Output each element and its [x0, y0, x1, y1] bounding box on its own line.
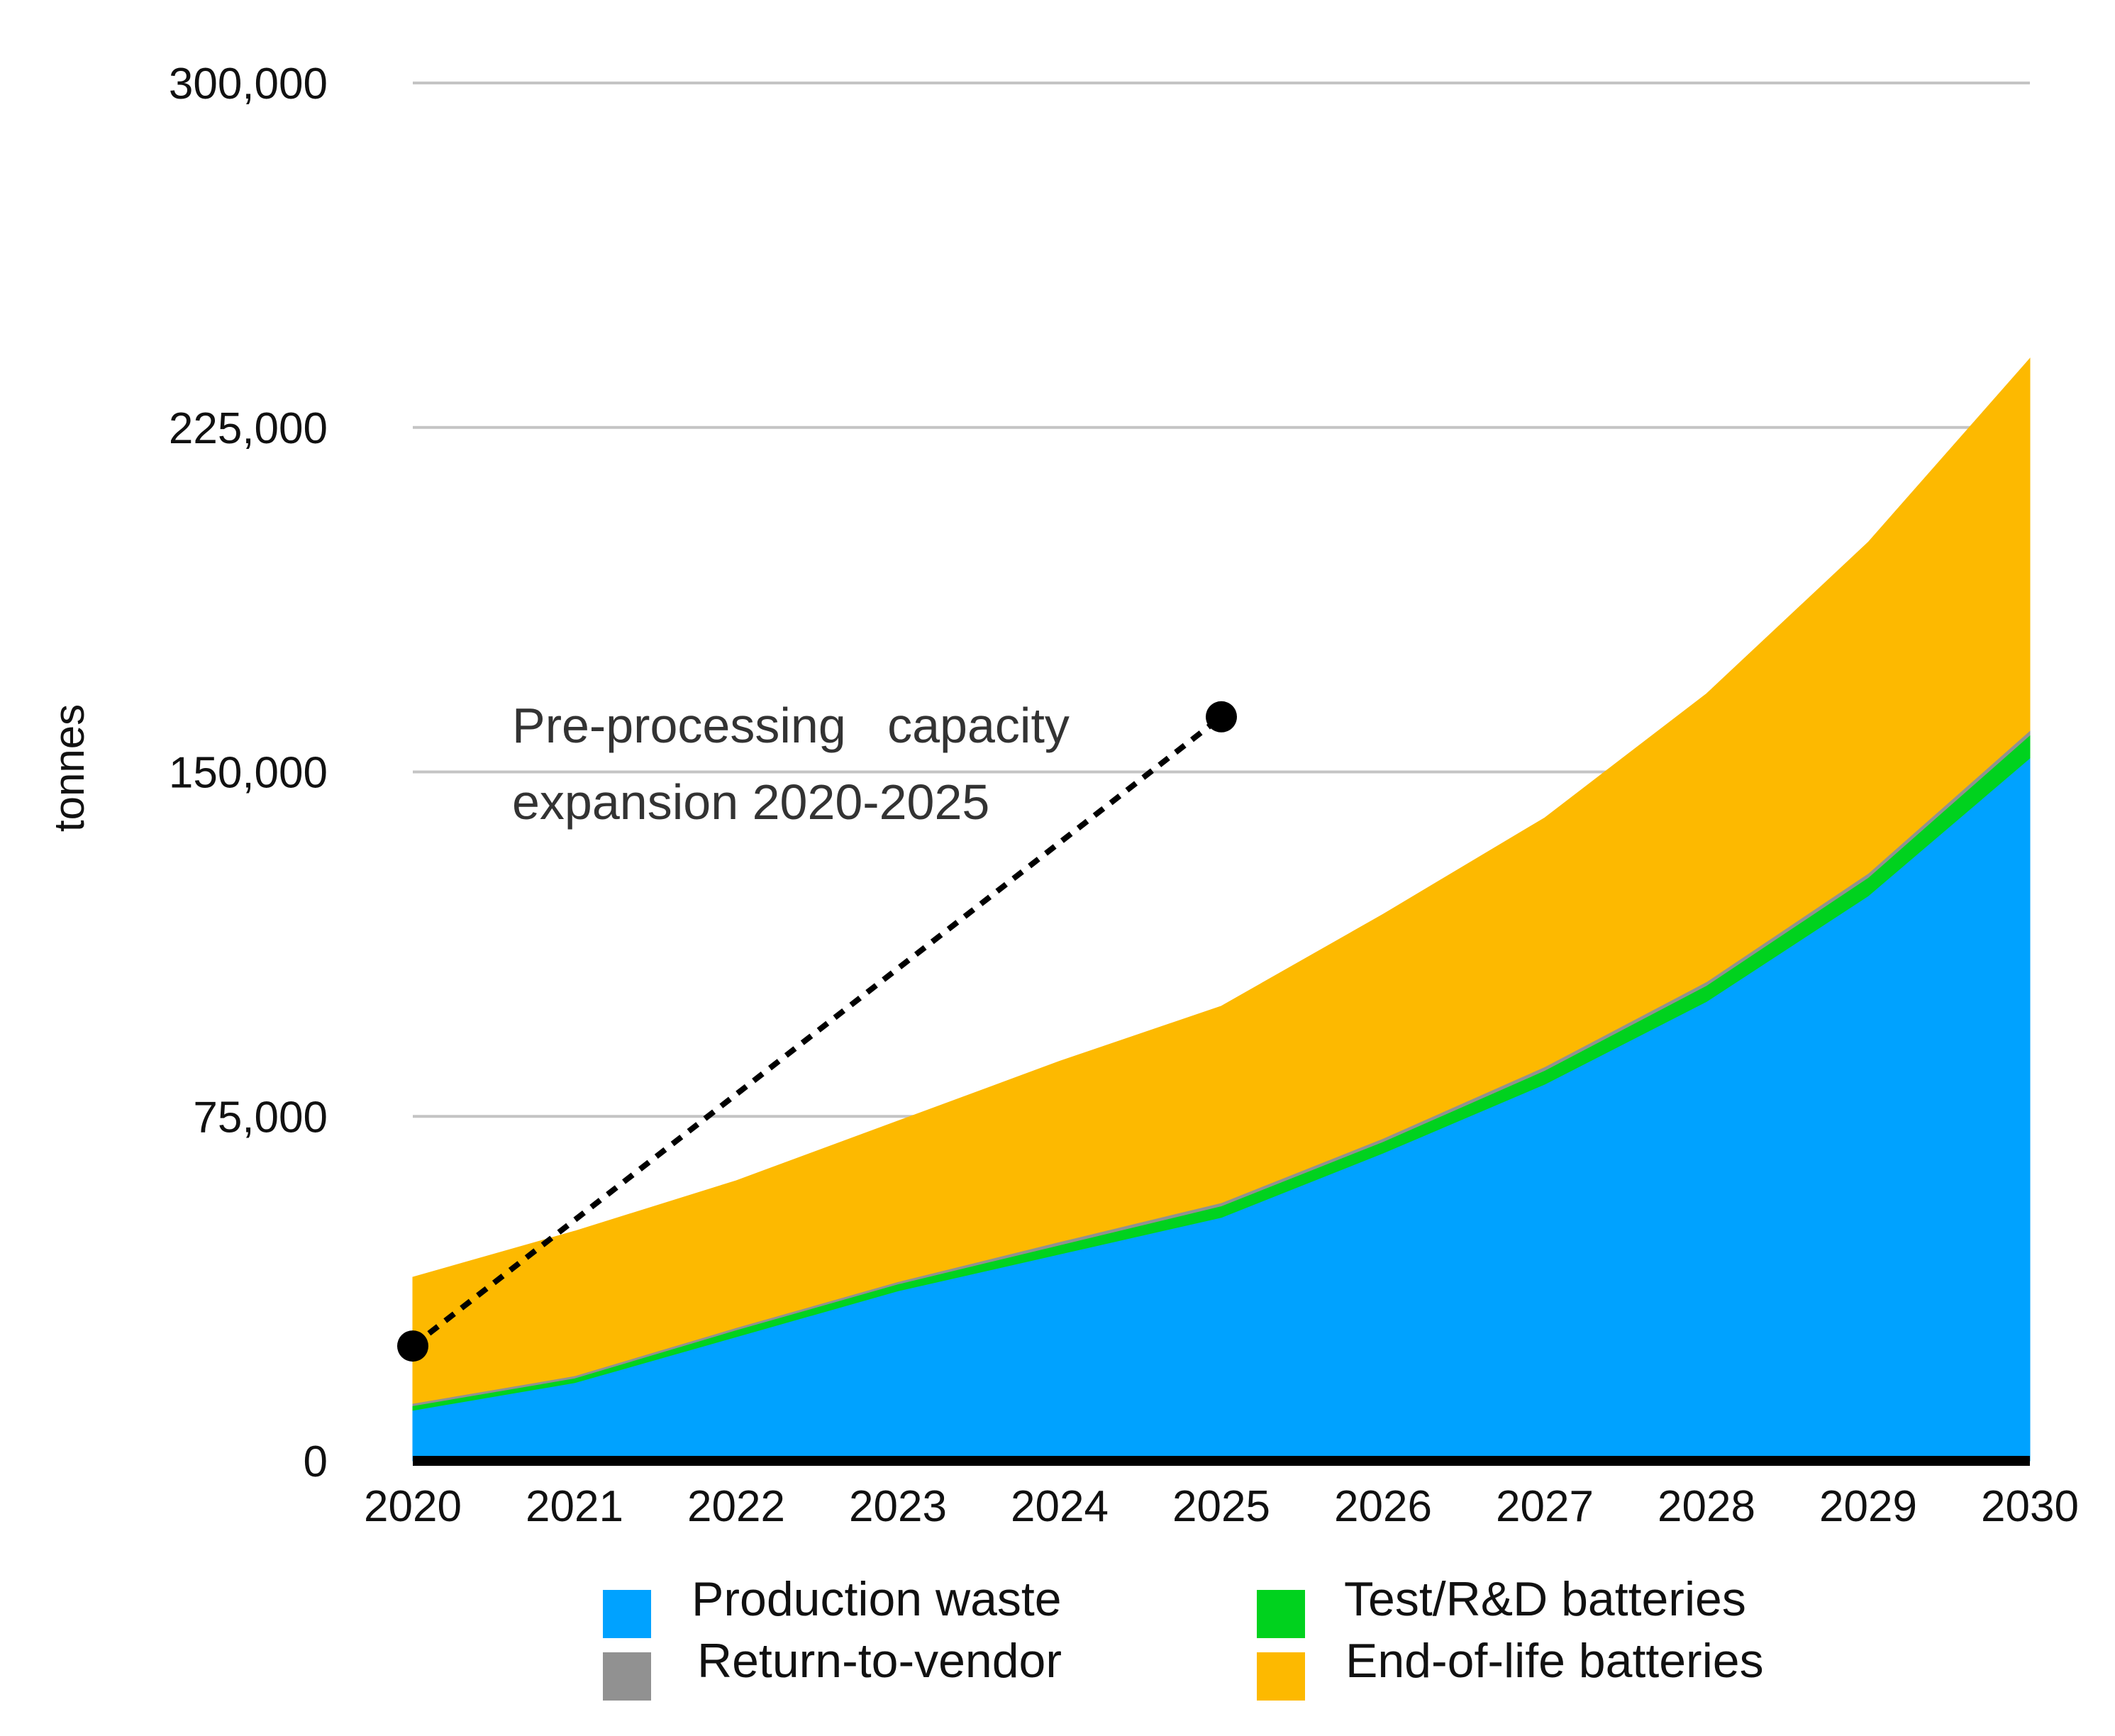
- annotation-start-point: [397, 1330, 428, 1362]
- x-tick-label: 2025: [1172, 1482, 1270, 1531]
- y-tick-labels: 0 75,000 150,000 225,000 300,000: [169, 60, 328, 1486]
- legend: Production waste Test/R&D batteries Return…: [603, 1572, 1764, 1701]
- stacked-areas: [412, 357, 2031, 1462]
- x-tick-label: 2027: [1496, 1482, 1594, 1531]
- legend-swatch: [1257, 1590, 1305, 1638]
- legend-label: End-of-life batteries: [1345, 1634, 1764, 1688]
- x-tick-label: 2023: [849, 1482, 947, 1531]
- x-tick-label: 2024: [1011, 1482, 1109, 1531]
- y-tick-label: 225,000: [169, 404, 328, 453]
- legend-label: Production waste: [692, 1572, 1062, 1626]
- capacity-annotation: Pre-processing capacity expansion 2020-2…: [397, 698, 1237, 1362]
- x-tick-label: 2020: [364, 1482, 462, 1531]
- x-tick-label: 2026: [1334, 1482, 1432, 1531]
- legend-swatch: [603, 1590, 651, 1638]
- annotation-text-line-2: expansion 2020-2025: [512, 774, 989, 830]
- y-tick-label: 0: [304, 1437, 328, 1486]
- y-tick-label: 150,000: [169, 749, 328, 798]
- annotation-text-line-1: Pre-processing capacity: [512, 698, 1070, 753]
- annotation-dashed-line: [411, 714, 1223, 1349]
- x-tick-label: 2030: [1981, 1482, 2079, 1531]
- x-tick-label: 2022: [687, 1482, 785, 1531]
- area-series: [412, 357, 2031, 1404]
- legend-label: Return-to-vendor: [697, 1634, 1062, 1688]
- legend-swatch: [1257, 1652, 1305, 1701]
- y-tick-label: 75,000: [193, 1093, 328, 1142]
- legend-label: Test/R&D batteries: [1344, 1572, 1746, 1626]
- x-tick-labels: 2020 2021 2022 2023 2024 2025 2026 2027 2028 2029…: [364, 1482, 2079, 1531]
- x-tick-label: 2028: [1658, 1482, 1755, 1531]
- y-tick-label: 300,000: [169, 60, 328, 108]
- x-tick-label: 2029: [1819, 1482, 1917, 1531]
- x-tick-label: 2021: [526, 1482, 623, 1531]
- annotation-end-point: [1206, 701, 1237, 733]
- legend-swatch: [603, 1652, 651, 1701]
- y-axis-label: tonnes: [45, 704, 93, 832]
